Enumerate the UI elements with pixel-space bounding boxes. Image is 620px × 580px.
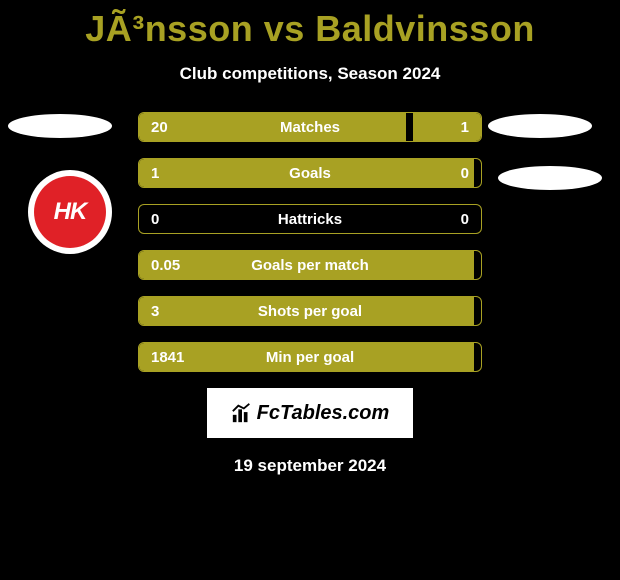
chart-icon	[231, 402, 253, 424]
right-player-badge-placeholder-1	[488, 114, 592, 138]
stat-value-left: 1	[139, 165, 189, 182]
stat-label: Goals per match	[189, 257, 431, 274]
stat-value-left: 0.05	[139, 257, 189, 274]
fctables-logo: FcTables.com	[207, 388, 413, 438]
stat-row: 3Shots per goal	[138, 296, 482, 326]
stat-label: Hattricks	[189, 211, 431, 228]
subtitle: Club competitions, Season 2024	[0, 64, 620, 84]
stat-value-right: 0	[431, 165, 481, 182]
stat-label: Matches	[189, 119, 431, 136]
stat-value-left: 1841	[139, 349, 189, 366]
stat-row: 20Matches1	[138, 112, 482, 142]
right-player-badge-placeholder-2	[498, 166, 602, 190]
club-badge-text: HK	[54, 198, 87, 226]
stat-value-right: 0	[431, 211, 481, 228]
stat-label: Goals	[189, 165, 431, 182]
date-label: 19 september 2024	[0, 456, 620, 476]
stat-row: 1841Min per goal	[138, 342, 482, 372]
stat-label: Shots per goal	[189, 303, 431, 320]
stat-value-left: 0	[139, 211, 189, 228]
stat-row: 1Goals0	[138, 158, 482, 188]
left-player-badge-placeholder	[8, 114, 112, 138]
page-title: JÃ³nsson vs Baldvinsson	[0, 0, 620, 50]
left-club-badge: HK	[28, 170, 112, 254]
stat-value-left: 20	[139, 119, 189, 136]
stat-value-right: 1	[431, 119, 481, 136]
stats-container: 20Matches11Goals00Hattricks00.05Goals pe…	[138, 112, 482, 372]
stat-value-left: 3	[139, 303, 189, 320]
stat-row: 0Hattricks0	[138, 204, 482, 234]
logo-text: FcTables.com	[257, 402, 390, 425]
stat-label: Min per goal	[189, 349, 431, 366]
stat-row: 0.05Goals per match	[138, 250, 482, 280]
content-area: HK 20Matches11Goals00Hattricks00.05Goals…	[0, 112, 620, 476]
